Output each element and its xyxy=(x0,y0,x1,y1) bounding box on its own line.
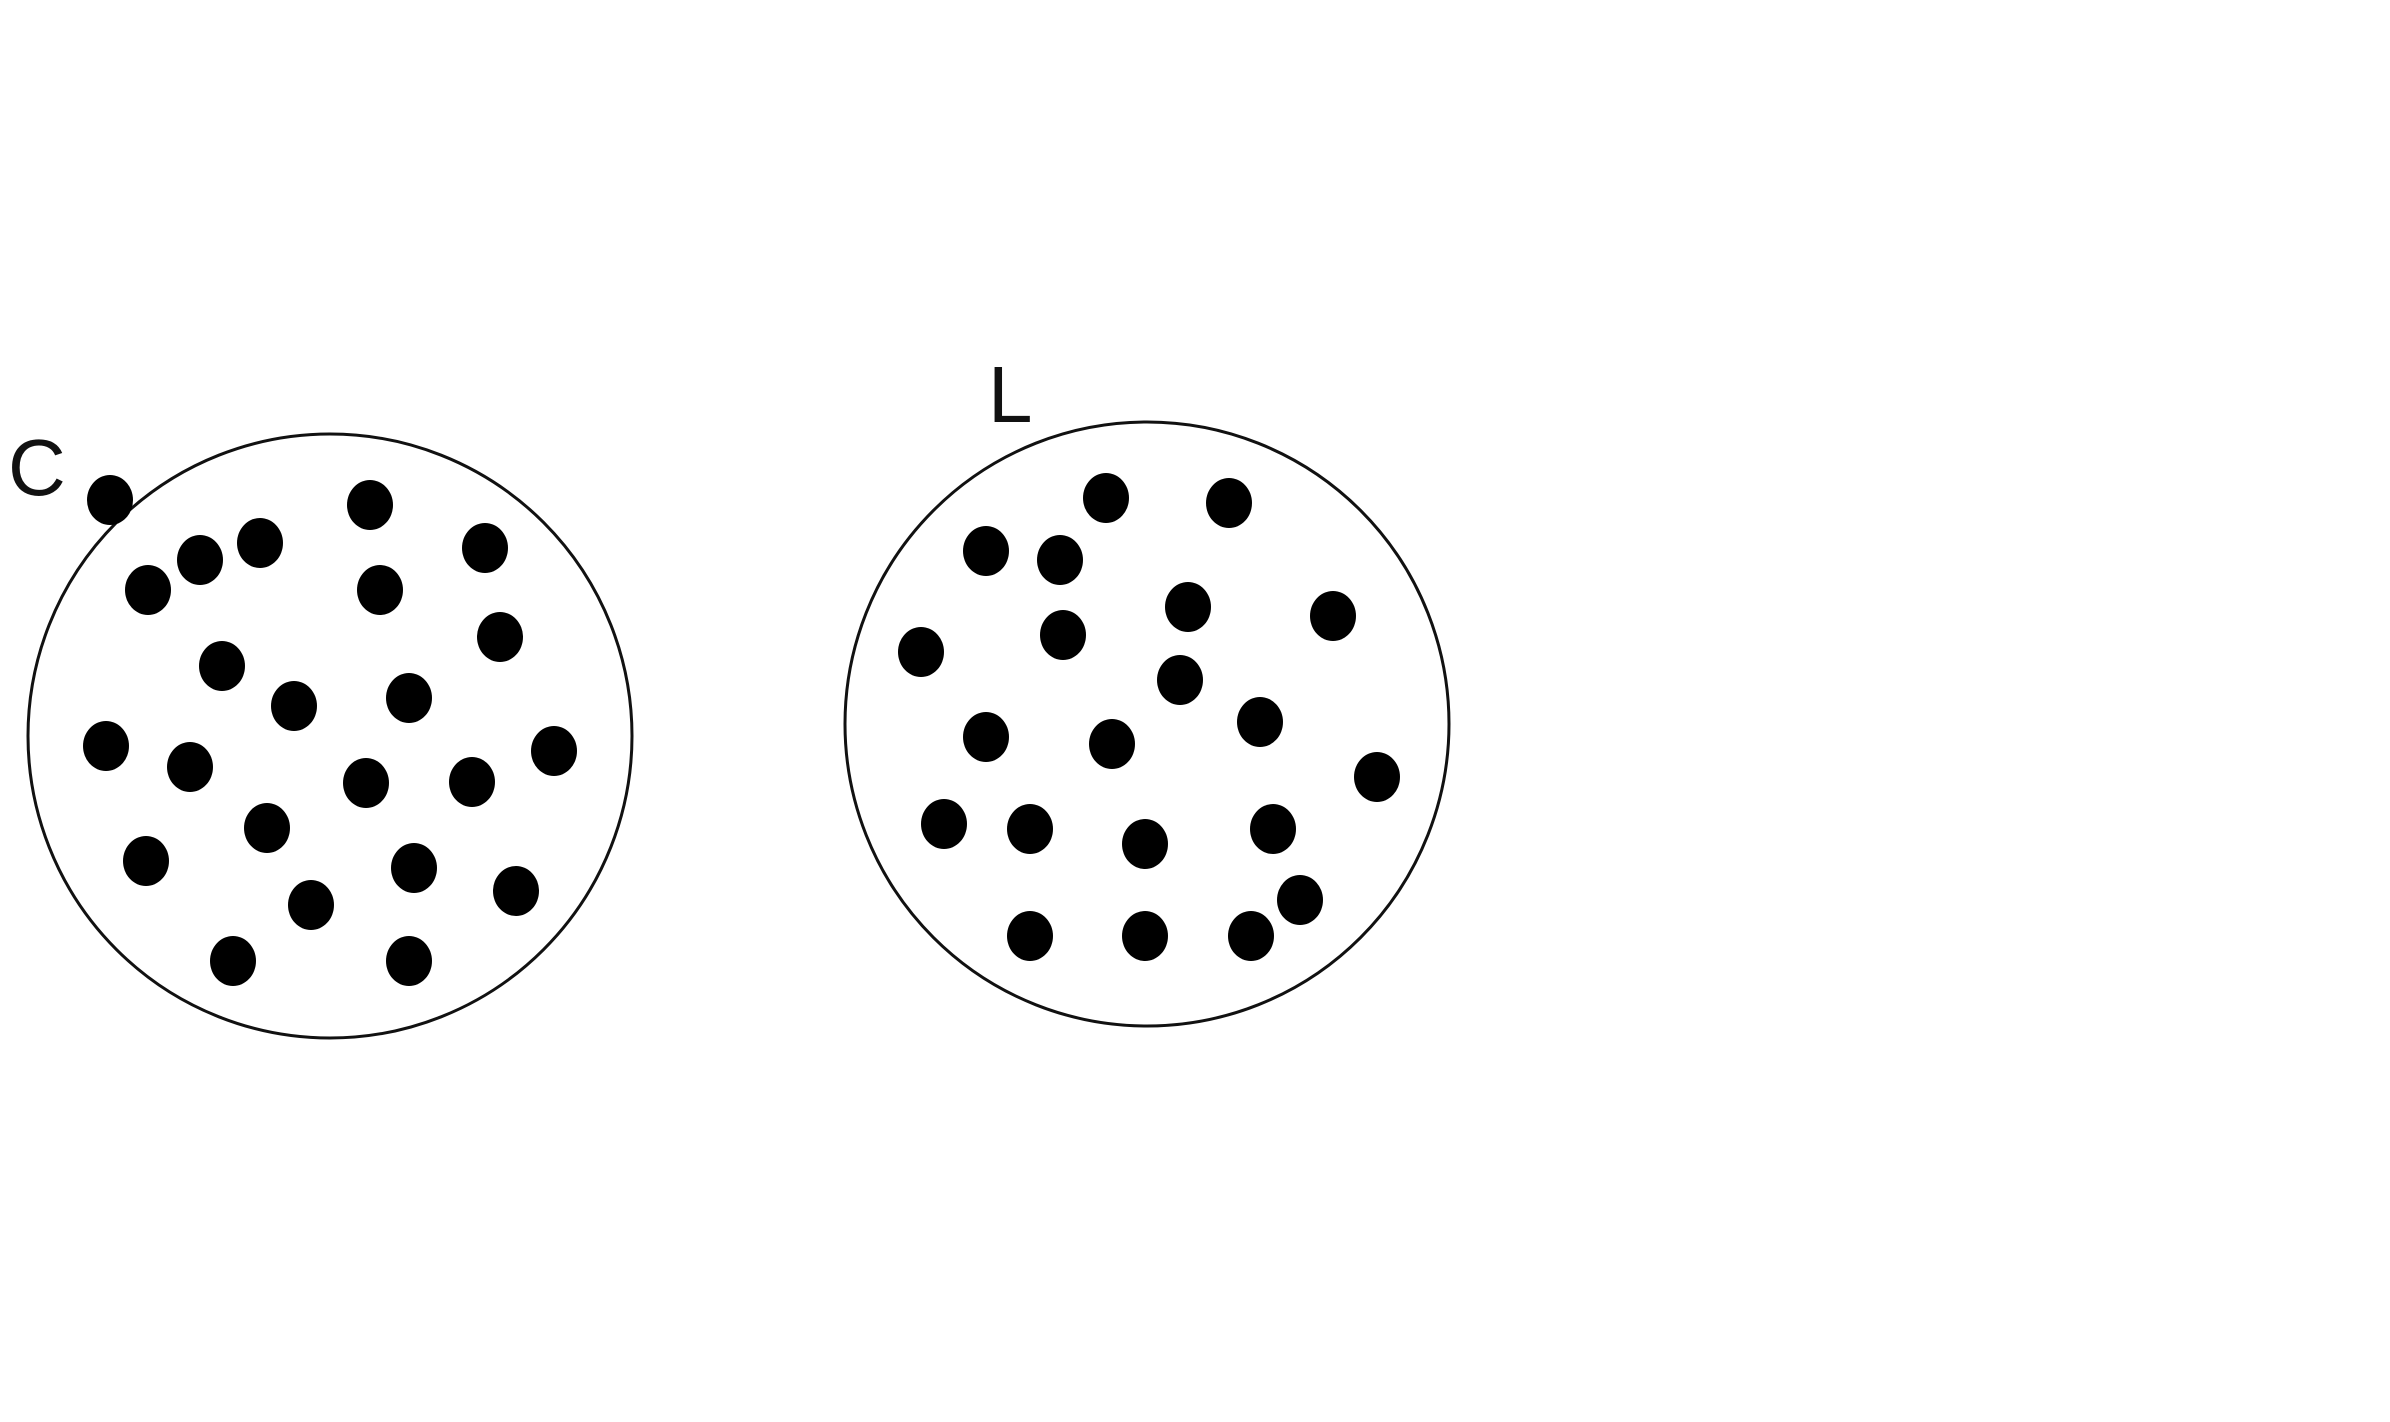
container-l-dot xyxy=(1237,697,1283,747)
container-l-dot xyxy=(898,627,944,677)
container-l: L xyxy=(843,350,1451,1028)
container-l-dot xyxy=(1037,535,1083,585)
container-c-dot xyxy=(477,612,523,662)
container-c-dot xyxy=(347,480,393,530)
container-l-dot xyxy=(1165,582,1211,632)
container-c-dot xyxy=(357,565,403,615)
container-c-dot xyxy=(493,866,539,916)
container-c-dot xyxy=(177,535,223,585)
container-c-dot xyxy=(83,721,129,771)
container-c-dots xyxy=(83,475,577,986)
container-c-dot xyxy=(449,757,495,807)
container-l-circle xyxy=(843,420,1451,1028)
container-l-dot xyxy=(1157,655,1203,705)
container-l-dots xyxy=(898,473,1400,961)
container-l-dot xyxy=(1122,911,1168,961)
container-c-dot xyxy=(386,673,432,723)
container-c-dot xyxy=(199,641,245,691)
container-c-dot xyxy=(271,681,317,731)
container-l-dot xyxy=(1310,591,1356,641)
container-l-dot xyxy=(1040,610,1086,660)
container-c-dot xyxy=(531,726,577,776)
container-l-dot xyxy=(1206,478,1252,528)
container-l-dot xyxy=(1228,911,1274,961)
container-c-dot xyxy=(210,936,256,986)
container-c-dot xyxy=(343,758,389,808)
container-l-dot xyxy=(1007,911,1053,961)
container-c-dot xyxy=(123,836,169,886)
container-l-dot xyxy=(1083,473,1129,523)
container-c-dot xyxy=(125,565,171,615)
container-c-dot xyxy=(167,742,213,792)
container-l-dot xyxy=(1122,819,1168,869)
container-l-dot xyxy=(1089,719,1135,769)
container-c-dot xyxy=(462,523,508,573)
container-c-dot xyxy=(237,518,283,568)
container-l-dot xyxy=(1007,804,1053,854)
container-l-dot xyxy=(963,712,1009,762)
container-c-label: C xyxy=(8,423,66,512)
container-l-dot xyxy=(963,526,1009,576)
container-c-dot xyxy=(391,843,437,893)
container-l-dot xyxy=(1354,752,1400,802)
container-c-dot xyxy=(244,803,290,853)
container-c: C xyxy=(8,423,634,1040)
container-l-dot xyxy=(1250,804,1296,854)
container-c-dot xyxy=(288,880,334,930)
container-c-dot xyxy=(87,475,133,525)
container-c-dot xyxy=(386,936,432,986)
container-c-circle xyxy=(26,432,634,1040)
container-l-dot xyxy=(1277,875,1323,925)
container-l-dot xyxy=(921,799,967,849)
container-l-label: L xyxy=(988,350,1033,439)
